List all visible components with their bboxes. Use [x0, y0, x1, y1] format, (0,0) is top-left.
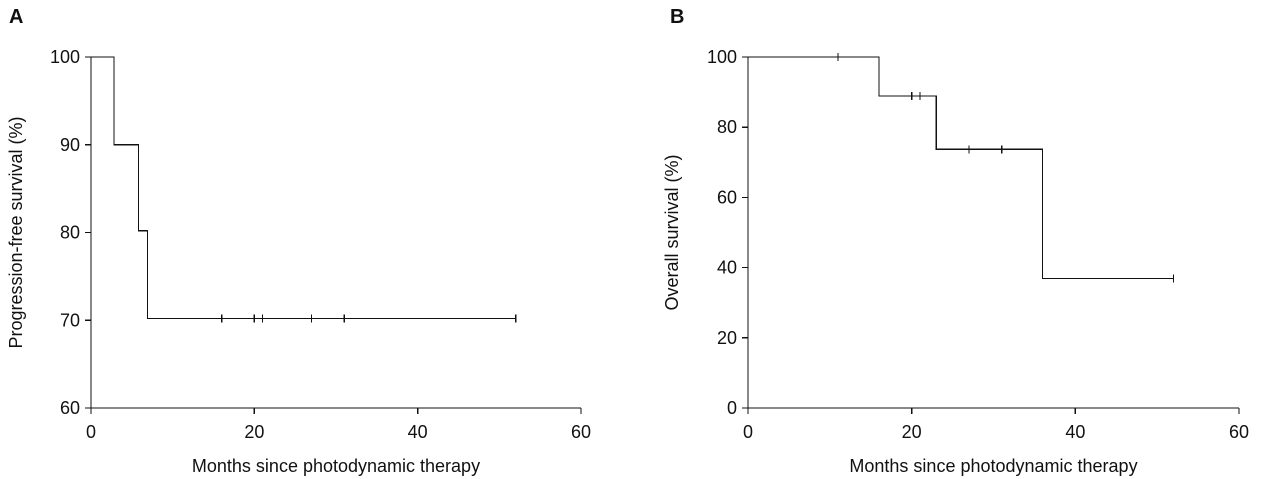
x-axis-title: Months since photodynamic therapy [849, 456, 1137, 476]
y-tick-label: 60 [717, 187, 737, 207]
x-tick-label: 0 [743, 422, 753, 442]
x-axis-title: Months since photodynamic therapy [192, 456, 480, 476]
overall-survival-chart: 0 20 40 60 80 100 0 20 40 60 Months since photodyn… [662, 47, 1249, 476]
y-tick-label: 70 [60, 310, 80, 330]
x-tick-label: 40 [408, 422, 428, 442]
x-tick-label: 20 [244, 422, 264, 442]
progression-free-survival-chart: 60 70 80 90 100 0 20 40 60 Months since photodyna… [6, 47, 591, 476]
survival-step-line [748, 56, 1174, 280]
y-tick-label: 40 [717, 258, 737, 278]
x-tick-label: 40 [1065, 422, 1085, 442]
x-tick-label: 60 [1229, 422, 1249, 442]
y-tick-label: 80 [717, 117, 737, 137]
y-tick-label: 0 [727, 398, 737, 418]
x-tick-label: 60 [571, 422, 591, 442]
survival-step-line [91, 56, 516, 320]
y-axis-title: Overall survival (%) [662, 154, 682, 310]
y-axis-title: Progression-free survival (%) [6, 116, 26, 348]
y-tick-label: 100 [50, 47, 80, 67]
x-tick-label: 20 [902, 422, 922, 442]
panel-label-a: A [9, 6, 24, 28]
y-tick-label: 80 [60, 223, 80, 243]
panel-label-b: B [670, 6, 685, 28]
chart-panel-b: B 0 20 40 60 80 100 0 20 40 60 Months since photod… [630, 0, 1261, 479]
chart-panel-a: A 60 70 80 90 100 0 20 40 60 Months since photody… [0, 0, 630, 479]
y-tick-label: 100 [707, 47, 737, 67]
x-tick-label: 0 [86, 422, 96, 442]
y-tick-label: 90 [60, 135, 80, 155]
y-tick-label: 60 [60, 398, 80, 418]
y-tick-label: 20 [717, 328, 737, 348]
